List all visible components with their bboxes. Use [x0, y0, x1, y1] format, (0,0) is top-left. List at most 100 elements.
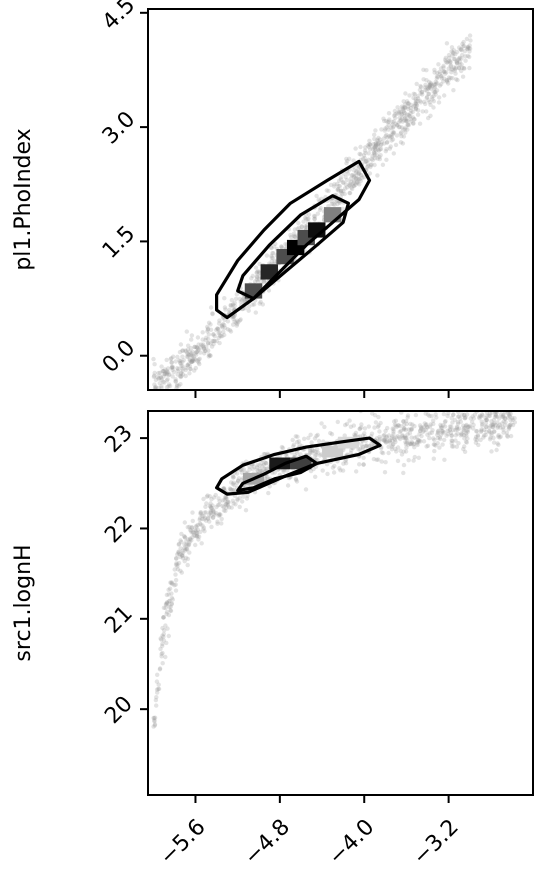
- sample-point: [254, 277, 260, 282]
- sample-point: [313, 474, 318, 479]
- sample-point: [188, 366, 193, 372]
- sample-point: [240, 499, 245, 504]
- sample-point: [353, 433, 358, 438]
- sample-point: [382, 432, 387, 438]
- sample-point: [473, 434, 479, 440]
- sample-point: [254, 274, 260, 280]
- sample-point: [362, 431, 367, 436]
- sample-point: [184, 542, 189, 547]
- sample-point: [399, 116, 405, 121]
- sample-point: [348, 176, 354, 181]
- sample-point: [501, 430, 506, 435]
- sample-point: [201, 525, 207, 530]
- sample-point: [201, 346, 207, 351]
- sample-point: [465, 436, 470, 441]
- sample-point: [467, 43, 472, 48]
- sample-point: [167, 598, 172, 604]
- sample-point: [402, 118, 407, 123]
- sample-point: [353, 146, 358, 151]
- sample-point: [452, 68, 457, 73]
- sample-point: [169, 580, 175, 585]
- sample-point: [208, 322, 213, 327]
- sample-point: [420, 425, 425, 431]
- sample-point: [418, 100, 423, 105]
- sample-point: [184, 354, 190, 359]
- sample-point: [262, 460, 268, 465]
- sample-point: [430, 83, 435, 89]
- sample-point: [426, 85, 431, 91]
- sample-point: [385, 120, 391, 125]
- sample-point: [405, 438, 410, 443]
- sample-point: [395, 434, 400, 439]
- sample-point: [447, 428, 452, 433]
- sample-point: [450, 412, 456, 418]
- sample-point: [362, 148, 368, 153]
- sample-point: [372, 145, 377, 150]
- sample-point: [163, 602, 169, 607]
- sample-point: [379, 450, 384, 455]
- sample-point: [154, 703, 159, 708]
- sample-point: [507, 401, 511, 405]
- sample-point: [356, 177, 362, 182]
- sample-point: [426, 79, 432, 85]
- sample-point: [308, 432, 313, 437]
- sample-point: [260, 464, 265, 469]
- sample-point: [465, 53, 471, 59]
- sample-point: [185, 543, 190, 548]
- x-tick-label: −3.2: [408, 815, 463, 870]
- sample-point: [225, 499, 231, 504]
- sample-point: [412, 116, 417, 122]
- sample-point: [235, 321, 240, 327]
- sample-point: [210, 311, 215, 317]
- sample-point: [165, 377, 170, 382]
- sample-point: [179, 531, 184, 537]
- sample-point: [433, 412, 438, 417]
- sample-point: [235, 498, 240, 503]
- sample-point: [303, 225, 308, 231]
- sample-point: [159, 364, 164, 369]
- sample-point: [153, 384, 158, 389]
- sample-point: [280, 445, 286, 451]
- sample-point: [508, 411, 513, 416]
- sample-point: [433, 89, 438, 95]
- sample-point: [186, 343, 191, 348]
- sample-point: [184, 365, 189, 371]
- sample-point: [178, 358, 183, 364]
- sample-point: [440, 429, 445, 434]
- sample-point: [154, 695, 159, 700]
- sample-point: [371, 142, 376, 147]
- y-tick-label: 1.5: [98, 221, 140, 263]
- sample-point: [390, 443, 395, 448]
- sample-point: [449, 49, 454, 54]
- sample-point: [164, 378, 170, 383]
- sample-point: [208, 510, 214, 515]
- sample-point: [402, 434, 407, 439]
- sample-point: [357, 426, 363, 431]
- sample-point: [185, 351, 190, 356]
- sample-point: [410, 422, 415, 427]
- sample-point: [417, 438, 422, 443]
- sample-point: [460, 52, 465, 58]
- sample-point: [431, 436, 436, 441]
- sample-point: [215, 326, 220, 331]
- sample-point: [395, 423, 401, 428]
- sample-point: [167, 372, 172, 377]
- sample-point: [197, 356, 202, 361]
- sample-point: [338, 175, 343, 180]
- sample-point: [498, 434, 503, 439]
- sample-point: [394, 424, 399, 430]
- sample-point: [423, 428, 428, 433]
- sample-point: [444, 60, 450, 65]
- sample-point: [429, 82, 434, 88]
- sample-point: [377, 156, 382, 162]
- sample-point: [423, 82, 428, 88]
- sample-point: [458, 433, 463, 438]
- sample-point: [163, 623, 168, 628]
- sample-point: [175, 552, 180, 557]
- sample-point: [377, 434, 382, 440]
- sample-point: [373, 128, 378, 133]
- sample-point: [398, 448, 403, 453]
- sample-point: [457, 59, 462, 64]
- sample-point: [213, 510, 219, 516]
- sample-point: [161, 368, 166, 374]
